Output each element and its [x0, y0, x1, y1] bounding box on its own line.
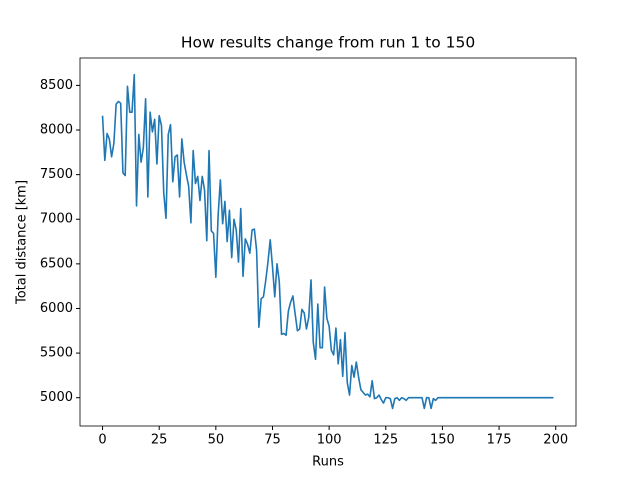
data-line: [101, 73, 554, 410]
y-tick-label: 6500: [40, 256, 73, 271]
x-tick-label: 175: [487, 433, 512, 448]
y-tick-label: 8000: [40, 123, 73, 138]
y-axis-label: Total distance [km]: [15, 180, 30, 305]
x-tick-label: 0: [98, 433, 106, 448]
x-axis-label: Runs: [312, 455, 344, 470]
y-tick-label: 5000: [40, 390, 73, 405]
y-tick-label: 8500: [40, 78, 73, 93]
x-tick-label: 50: [208, 433, 225, 448]
plot-frame: [79, 57, 577, 427]
x-tick-label: 200: [543, 433, 568, 448]
y-tick-label: 5500: [40, 346, 73, 361]
y-tick-label: 6000: [40, 301, 73, 316]
chart-title: How results change from run 1 to 150: [181, 34, 475, 52]
y-tick-label: 7000: [40, 212, 73, 227]
x-tick-label: 25: [151, 433, 168, 448]
x-tick-label: 100: [317, 433, 342, 448]
y-tick-label: 7500: [40, 167, 73, 182]
x-tick-label: 75: [264, 433, 281, 448]
x-tick-label: 125: [373, 433, 398, 448]
x-tick-label: 150: [430, 433, 455, 448]
